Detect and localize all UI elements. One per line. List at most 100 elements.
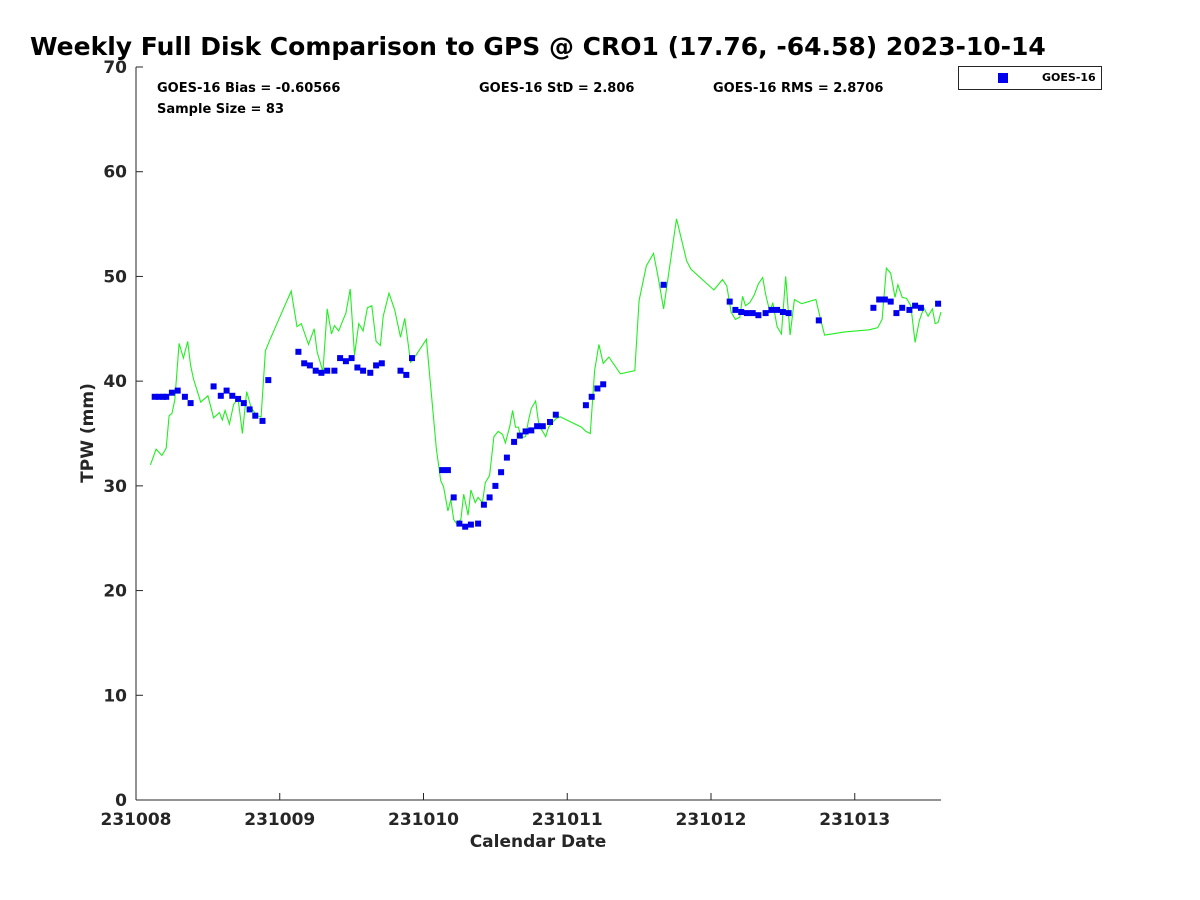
goes16-point: [815, 317, 822, 324]
goes16-point: [912, 302, 919, 309]
goes16-point: [528, 427, 535, 434]
goes16-series: [151, 281, 942, 530]
goes16-point: [779, 309, 786, 315]
goes16-point: [660, 281, 667, 288]
goes16-point: [467, 521, 474, 528]
goes16-point: [547, 419, 553, 425]
goes16-point: [486, 494, 493, 501]
y-tick-label: 60: [103, 163, 127, 183]
goes16-point: [174, 387, 181, 394]
goes16-point: [743, 310, 750, 317]
goes16-point: [480, 501, 487, 508]
goes16-point: [235, 395, 242, 402]
goes16-point: [367, 369, 374, 376]
goes16-point: [768, 306, 775, 313]
x-axis-label: Calendar Date: [470, 832, 607, 852]
rms-stat: GOES-16 RMS = 2.8706: [713, 81, 883, 96]
goes16-point: [240, 400, 247, 407]
goes16-point: [462, 523, 469, 530]
goes16-point: [749, 310, 756, 317]
goes16-point: [755, 312, 762, 319]
y-axis-label: TPW (mm): [78, 383, 98, 483]
goes16-point: [439, 467, 446, 474]
goes16-point: [229, 392, 236, 399]
y-ticks: 0 10 20 30 40 50 60 70: [103, 58, 143, 811]
goes16-point: [337, 355, 344, 362]
goes16-point: [223, 387, 230, 394]
goes16-point: [181, 393, 188, 400]
goes16-point: [187, 400, 194, 407]
goes16-point: [594, 385, 601, 392]
goes16-point: [492, 482, 499, 489]
y-tick-label: 70: [103, 58, 127, 78]
goes16-point: [582, 402, 589, 409]
goes16-point: [738, 309, 745, 315]
goes16-point: [456, 520, 463, 527]
y-tick-label: 0: [115, 791, 127, 811]
goes16-point: [301, 360, 308, 367]
goes16-point: [397, 367, 404, 374]
goes16-point: [246, 406, 253, 413]
goes16-point: [156, 393, 162, 400]
goes16-point: [876, 296, 883, 303]
x-tick-label: 231012: [676, 810, 747, 830]
goes16-point: [475, 520, 482, 527]
legend: GOES-16: [958, 66, 1102, 90]
goes16-point: [444, 467, 451, 474]
goes16-point: [498, 469, 505, 476]
y-tick-label: 30: [103, 477, 127, 497]
goes16-point: [378, 360, 385, 367]
goes16-point: [774, 306, 781, 313]
y-tick-label: 20: [103, 582, 127, 602]
goes16-point: [785, 310, 792, 317]
legend-label-goes16: GOES-16: [1042, 71, 1096, 84]
goes16-point: [732, 306, 739, 313]
goes16-point: [168, 389, 175, 396]
goes16-point: [917, 304, 924, 311]
x-tick-label: 231013: [819, 810, 890, 830]
x-tick-label: 231010: [388, 810, 459, 830]
gps-series: [149, 218, 942, 525]
goes16-point: [324, 367, 331, 374]
goes16-point: [906, 306, 913, 313]
goes16-point: [210, 383, 217, 390]
goes16-point: [522, 428, 529, 435]
goes16-point: [534, 423, 541, 430]
goes16-point: [354, 364, 361, 371]
goes16-point: [360, 367, 367, 374]
goes16-point: [306, 362, 313, 369]
x-tick-label: 231008: [101, 810, 172, 830]
gps-line: [149, 218, 942, 525]
goes16-point: [893, 310, 900, 317]
goes16-point: [503, 454, 510, 461]
goes16-point: [348, 355, 355, 362]
goes16-point: [600, 381, 607, 388]
goes16-point: [726, 298, 733, 305]
goes16-point: [409, 355, 415, 362]
goes16-point: [151, 393, 158, 400]
plot-area: 0 10 20 30 40 50 60 70 231008 231009 231010 231011…: [101, 58, 942, 830]
x-ticks: 231008 231009 231010 231011 231012 231013: [101, 793, 890, 830]
goes16-point: [265, 377, 272, 384]
y-tick-label: 50: [103, 267, 127, 287]
legend-marker-goes16: [998, 73, 1008, 83]
goes16-point: [259, 417, 266, 424]
goes16-point: [295, 348, 302, 355]
goes16-point: [403, 371, 410, 378]
std-stat: GOES-16 StD = 2.806: [479, 81, 634, 96]
goes16-point: [762, 310, 769, 317]
x-tick-label: 231011: [532, 810, 603, 830]
goes16-point: [312, 367, 319, 374]
goes16-point: [342, 358, 349, 365]
chart-title: Weekly Full Disk Comparison to GPS @ CRO…: [30, 32, 1046, 61]
y-tick-label: 10: [103, 686, 127, 706]
goes16-point: [935, 300, 942, 307]
goes16-point: [511, 438, 518, 445]
goes16-point: [516, 432, 523, 439]
goes16-point: [870, 304, 877, 311]
y-tick-label: 40: [103, 372, 127, 392]
bias-stat: GOES-16 Bias = -0.60566: [157, 81, 340, 96]
goes16-point: [588, 393, 595, 400]
